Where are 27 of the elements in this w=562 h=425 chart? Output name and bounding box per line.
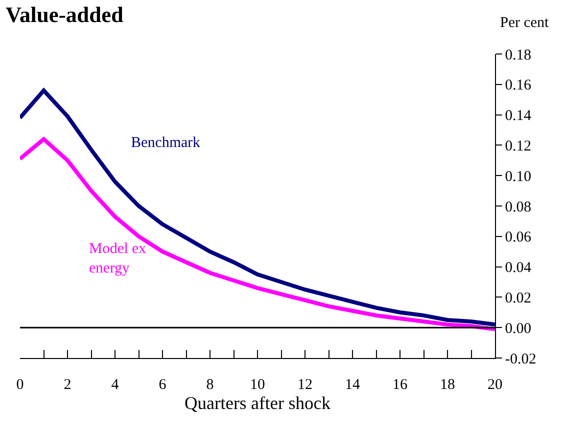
text: Benchmark [131, 135, 201, 151]
x-tick-label: 2 [64, 377, 72, 393]
y-tick-label: 0.02 [505, 290, 532, 306]
x-tick-label: 20 [488, 377, 502, 393]
y-tick-label: 0.06 [505, 230, 532, 246]
y-tick-label: 0.04 [505, 260, 532, 276]
y-axis-title: Per cent [500, 15, 550, 31]
y-tick-label: 0.18 [505, 47, 532, 64]
y-tick-label: -0.02 [505, 351, 536, 368]
x-tick-label: 12 [298, 377, 312, 393]
y-tick-label: 0.16 [505, 78, 532, 94]
x-tick-label: 0 [16, 377, 24, 393]
x-tick-label: 18 [440, 377, 455, 393]
y-tick-label: 0.12 [505, 138, 532, 154]
y-tick-label: 0.10 [505, 168, 532, 185]
series-label: Model ex energy [89, 241, 147, 276]
y-tick-label: 0.00 [505, 320, 532, 337]
x-tick-label: 14 [345, 377, 360, 393]
x-tick-label: 6 [158, 377, 167, 393]
x-axis-title: Quarters after shock [184, 393, 330, 414]
x-tick-label: 8 [206, 377, 214, 393]
x-tick-label: 10 [250, 377, 265, 393]
x-tick-label: 16 [392, 377, 408, 393]
y-tick-label: 0.14 [505, 108, 532, 124]
y-tick-label: 0.08 [505, 199, 532, 216]
x-tick-label: 4 [111, 377, 120, 393]
chart-title: Value-added [6, 2, 124, 27]
